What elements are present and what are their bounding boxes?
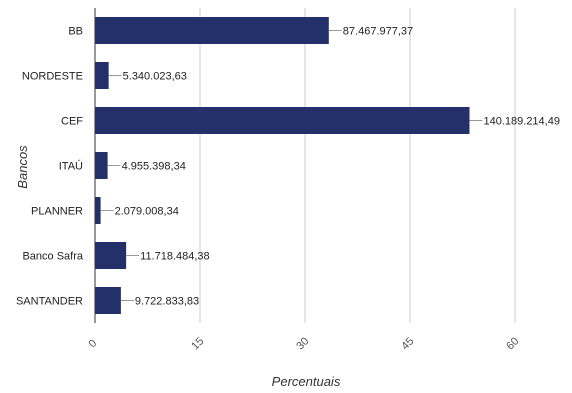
x-tick-label: 15: [189, 335, 206, 352]
x-tick-label: 45: [399, 335, 416, 352]
category-label: Banco Safra: [22, 251, 83, 263]
bars: [95, 17, 470, 314]
bar: [95, 197, 101, 224]
bar: [95, 287, 121, 314]
bar: [95, 62, 109, 89]
data-label: 140.189.214,49: [484, 116, 560, 128]
bar: [95, 242, 127, 269]
data-label: 87.467.977,37: [343, 26, 413, 38]
y-axis-title: Bancos: [15, 145, 30, 189]
x-tick-label: 0: [86, 337, 99, 350]
data-label: 4.955.398,34: [122, 161, 186, 173]
category-labels: BB NORDESTE CEF ITAÚ PLANNER Banco Safra SANTA…: [16, 26, 84, 308]
data-label: 2.079.008,34: [115, 206, 179, 218]
category-label: PLANNER: [31, 206, 83, 218]
bar: [95, 107, 470, 134]
category-label: ITAÚ: [59, 160, 83, 173]
x-tick-labels: 0 15 30 45 60: [86, 335, 521, 352]
x-axis-title: Percentuais: [272, 374, 341, 389]
bar: [95, 17, 329, 44]
data-label: 5.340.023,63: [123, 71, 187, 83]
category-label: BB: [68, 26, 83, 38]
category-label: SANTANDER: [16, 296, 83, 308]
x-tick-label: 60: [504, 335, 521, 352]
data-label: 11.718.484,38: [140, 251, 210, 263]
gridlines: [199, 8, 516, 323]
data-labels: 87.467.977,37 5.340.023,63 140.189.214,49 4…: [100, 26, 560, 308]
category-label: CEF: [61, 116, 83, 128]
data-label: 9.722.833,83: [135, 296, 199, 308]
x-tick-label: 30: [294, 335, 311, 352]
bar: [95, 152, 108, 179]
category-label: NORDESTE: [22, 71, 83, 83]
